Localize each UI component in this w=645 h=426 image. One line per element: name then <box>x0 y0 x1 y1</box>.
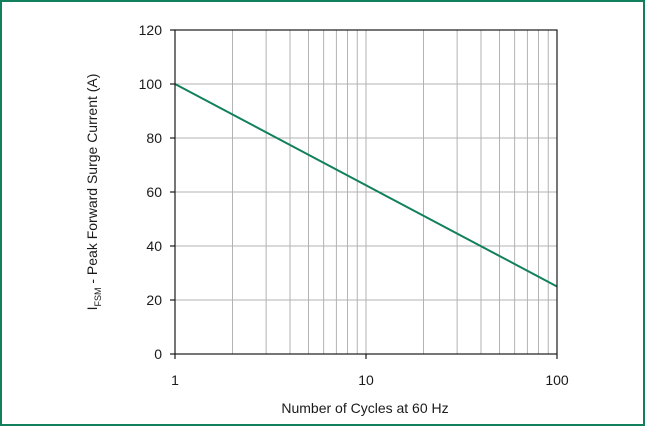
y-tick-label: 100 <box>139 76 163 92</box>
y-tick-labels: 0 20 40 60 80 100 120 <box>139 22 163 362</box>
x-tick-labels: 1 10 100 <box>171 372 569 388</box>
x-tick-label: 100 <box>545 372 569 388</box>
y-tick-label: 0 <box>154 346 162 362</box>
y-tick-label: 80 <box>146 130 162 146</box>
y-tick-label: 60 <box>146 184 162 200</box>
series-line <box>174 83 558 288</box>
gridlines <box>175 30 557 354</box>
y-axis-label-text: - Peak Forward Surge Current (A) <box>84 74 100 288</box>
x-axis-label: Number of Cycles at 60 Hz <box>281 400 448 416</box>
y-axis-label: IFSM - Peak Forward Surge Current (A) <box>84 74 103 311</box>
y-axis-label-subscript: FSM <box>93 288 103 307</box>
x-tick-label: 10 <box>358 372 374 388</box>
axes <box>170 29 558 359</box>
y-tick-label: 20 <box>146 292 162 308</box>
y-tick-label: 120 <box>139 22 163 38</box>
series-layer <box>174 83 558 288</box>
y-tick-label: 40 <box>146 238 162 254</box>
y-axis-label-symbol: I <box>84 307 100 311</box>
x-tick-label: 1 <box>171 372 179 388</box>
